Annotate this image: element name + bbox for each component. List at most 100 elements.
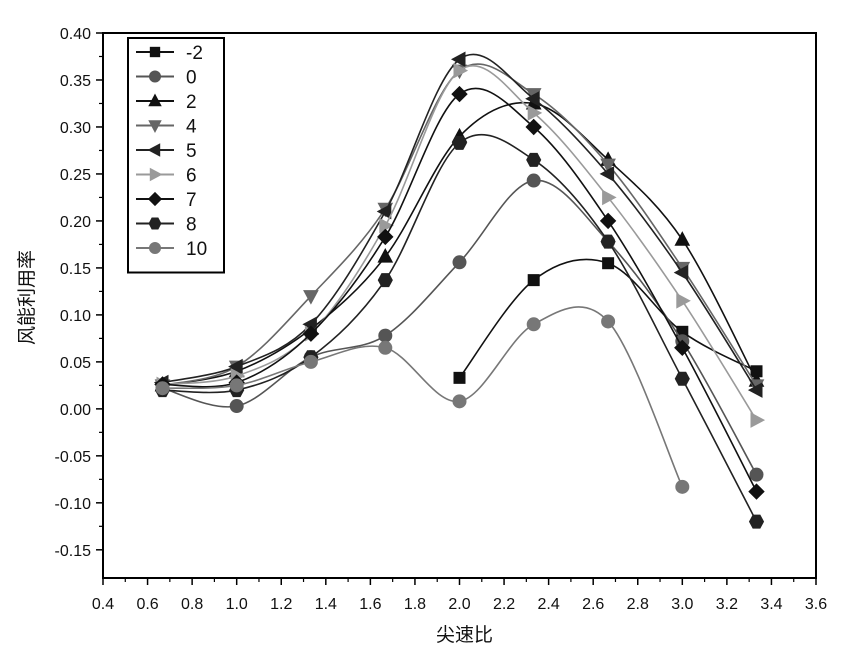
data-point: [602, 257, 615, 270]
x-tick-label: 1.4: [315, 596, 337, 613]
data-point: [453, 371, 466, 384]
series--2: [453, 257, 763, 384]
x-ticks: 0.4 0.6 0.8 1.0 1.2 1.4 1.6 1.8 2.0 2.2 2.4 2.6 2.8 3…: [92, 578, 827, 613]
y-tick-label: 0.25: [60, 167, 91, 184]
legend-marker: [148, 241, 162, 255]
series-line: [162, 53, 758, 391]
data-point: [155, 381, 170, 396]
data-point: [450, 51, 466, 68]
data-point: [451, 135, 468, 150]
data-point: [525, 90, 540, 107]
series-8: [154, 133, 765, 529]
x-tick-label: 1.0: [226, 596, 248, 613]
legend-box: [127, 37, 225, 274]
data-point: [377, 273, 393, 288]
legend-label: -2: [186, 43, 203, 64]
legend-label: 10: [186, 239, 207, 260]
data-point: [378, 340, 393, 355]
legend-item: 7: [136, 190, 197, 211]
data-point: [453, 62, 469, 79]
series-4: [154, 63, 765, 394]
data-point: [527, 274, 540, 287]
data-point: [674, 231, 691, 246]
series-line: [162, 133, 758, 522]
legend-item: -2: [136, 43, 203, 64]
y-tick-label: 0.00: [60, 402, 91, 419]
series-line: [162, 64, 758, 421]
y-tick-label: 0.05: [60, 355, 91, 372]
data-point: [747, 382, 763, 398]
y-tick-label: 0.30: [60, 120, 91, 137]
data-point: [750, 412, 766, 428]
data-point: [302, 325, 320, 342]
x-tick-label: 3.0: [671, 596, 693, 613]
data-point: [527, 105, 543, 121]
series-7: [154, 85, 765, 500]
legend-marker: [148, 70, 162, 83]
data-point: [601, 314, 616, 329]
data-point: [675, 479, 690, 494]
data-point: [526, 173, 541, 188]
y-tick-label: 0.20: [60, 214, 91, 231]
legend-item: 0: [136, 68, 197, 89]
y-tick-label: 0.40: [60, 26, 91, 43]
data-point: [229, 378, 244, 393]
data-point: [452, 255, 467, 270]
data-point: [451, 85, 468, 103]
data-point: [599, 212, 617, 230]
y-tick-label: -0.15: [55, 543, 92, 560]
data-point: [378, 328, 393, 343]
y-tick-label: 0.10: [60, 308, 91, 325]
x-tick-label: 3.6: [805, 596, 827, 613]
x-tick-label: 1.8: [404, 596, 426, 613]
legend-label: 5: [186, 141, 197, 162]
x-tick-label: 3.4: [760, 596, 782, 613]
legend-item: 4: [136, 117, 197, 138]
legend-label: 7: [186, 190, 197, 211]
y-tick-label: -0.05: [55, 449, 92, 466]
data-point: [376, 203, 392, 220]
y-ticks: -0.15 -0.10 -0.05 0.00 0.05 0.10 0.15 0.20 0.25 0…: [55, 26, 103, 560]
series-10: [155, 306, 690, 494]
legend-marker: [148, 93, 162, 107]
data-point: [600, 234, 616, 249]
series-line: [162, 87, 758, 492]
y-axis-title: 风能利用率: [16, 250, 38, 345]
legend-marker: [148, 217, 162, 230]
legend-marker: [149, 46, 161, 58]
legend-marker: [148, 120, 162, 133]
data-point: [748, 483, 765, 500]
data-point: [676, 292, 691, 309]
legend-item: 5: [136, 141, 197, 162]
x-tick-label: 0.8: [181, 596, 203, 613]
data-point: [228, 358, 243, 375]
data-point: [229, 399, 244, 414]
data-point: [600, 158, 616, 174]
legend-marker: [149, 167, 163, 182]
x-tick-label: 2.4: [538, 596, 560, 613]
data-point: [452, 394, 467, 409]
legend-item: 8: [136, 215, 197, 236]
x-axis-title: 尖速比: [436, 624, 493, 646]
data-point: [303, 290, 319, 305]
legend-marker: [147, 143, 161, 157]
legend-item: 2: [136, 92, 197, 113]
data-point: [525, 118, 542, 136]
legend: -2 0 2 4 5 6 7 8 10: [127, 37, 225, 274]
series-line: [162, 63, 758, 387]
series-5: [153, 51, 763, 398]
data-point: [599, 166, 615, 182]
data-point: [674, 371, 690, 386]
data-point: [749, 467, 764, 482]
data-point: [673, 264, 689, 281]
data-point: [748, 514, 765, 529]
legend-label: 8: [186, 215, 197, 236]
x-tick-label: 2.0: [448, 596, 470, 613]
data-point: [377, 228, 394, 246]
data-point: [377, 248, 394, 263]
legend-label: 4: [186, 117, 197, 138]
data-point: [602, 189, 617, 206]
y-tick-label: -0.10: [55, 496, 92, 513]
legend-marker: [147, 191, 163, 207]
